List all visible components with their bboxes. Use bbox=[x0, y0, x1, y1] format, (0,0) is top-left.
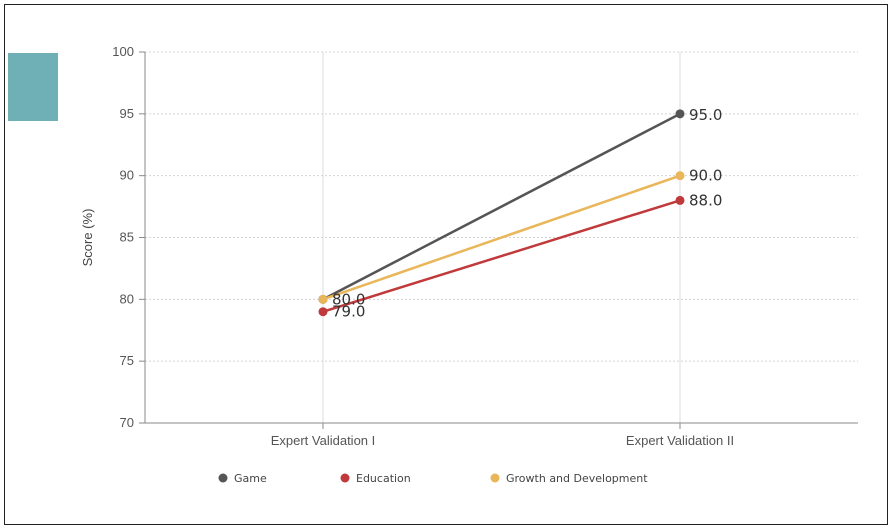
y-tick-label: 85 bbox=[120, 230, 134, 245]
series-line-game bbox=[321, 112, 682, 301]
y-tick-label: 75 bbox=[120, 353, 134, 368]
accent-block bbox=[8, 53, 58, 121]
y-tick-label: 70 bbox=[120, 415, 134, 430]
data-label-growth-and-development: 90.0 bbox=[689, 167, 722, 185]
legend-label-growth-and-development: Growth and Development bbox=[506, 472, 648, 485]
series-line-growth-and-development bbox=[321, 174, 682, 301]
x-tick-label: Expert Validation II bbox=[626, 433, 734, 448]
series-line-education bbox=[321, 199, 682, 313]
chart-frame bbox=[4, 4, 888, 525]
y-axis-label: Score (%) bbox=[80, 209, 95, 267]
legend-label-game: Game bbox=[234, 472, 267, 485]
y-tick-label: 95 bbox=[120, 106, 134, 121]
legend-marker-education bbox=[340, 473, 350, 483]
data-point-game bbox=[675, 109, 685, 119]
data-point-education bbox=[675, 195, 685, 205]
data-label-education: 79.0 bbox=[332, 303, 365, 321]
legend-marker-growth-and-development bbox=[490, 473, 500, 483]
data-point-growth-and-development bbox=[318, 294, 328, 304]
data-label-growth-and-development: 80.0 bbox=[332, 290, 365, 308]
legend-label-education: Education bbox=[356, 472, 411, 485]
data-point-education bbox=[318, 307, 328, 317]
series-group: 95.0 79.0 88.0 80.0 90.0 bbox=[318, 106, 722, 321]
data-label-education: 88.0 bbox=[689, 191, 722, 209]
data-point-growth-and-development bbox=[675, 171, 685, 181]
x-tick-label: Expert Validation I bbox=[271, 433, 376, 448]
legend: Game Education Growth and Development bbox=[218, 472, 648, 485]
axes: 70 75 80 85 90 95 100 Expert Validation I Expert… bbox=[112, 44, 858, 448]
y-tick-label: 80 bbox=[120, 291, 134, 306]
legend-marker-game bbox=[218, 473, 228, 483]
y-tick-label: 100 bbox=[112, 44, 134, 59]
data-label-game: 95.0 bbox=[689, 106, 722, 124]
y-tick-label: 90 bbox=[120, 168, 134, 183]
